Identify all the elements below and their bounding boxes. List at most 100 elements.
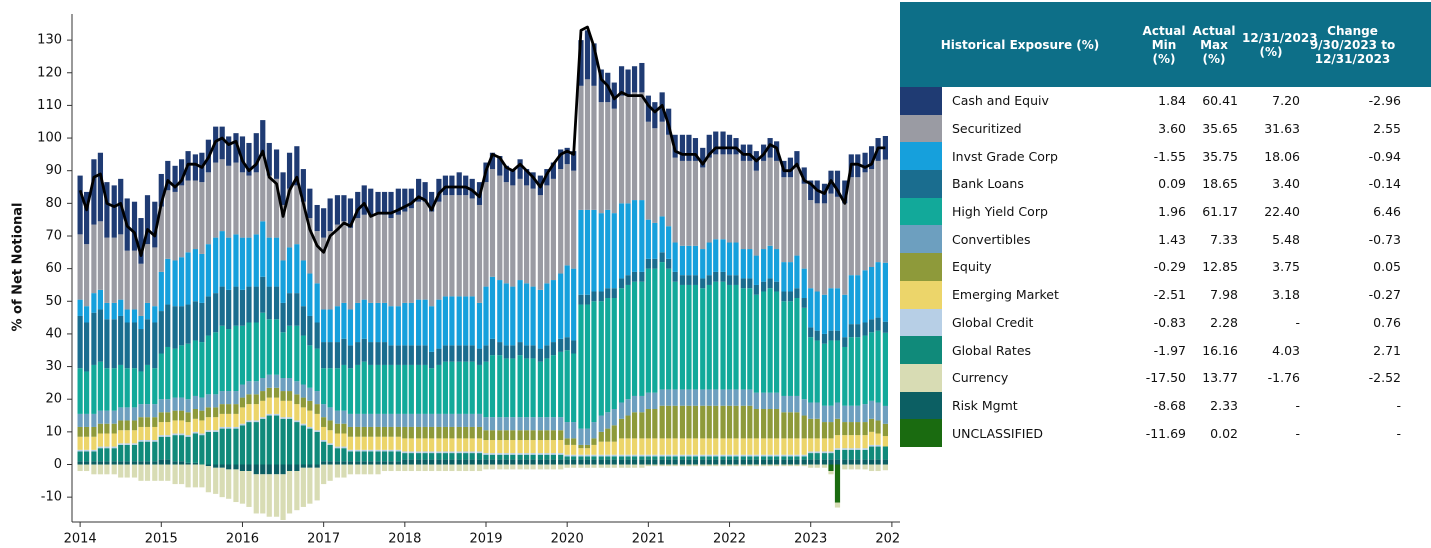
y-tick-label: 120 — [37, 65, 62, 80]
bar-segment — [381, 191, 388, 215]
bar-segment — [327, 420, 333, 431]
bar-segment — [422, 345, 428, 365]
bar-segment — [483, 453, 489, 455]
bar-segment — [558, 464, 564, 470]
bar-segment — [246, 394, 252, 405]
bar-segment — [774, 291, 780, 393]
bar-segment — [571, 340, 577, 354]
bar-segment — [422, 464, 428, 472]
bar-segment — [91, 312, 97, 365]
bar-segment — [720, 438, 726, 455]
bar-segment — [300, 169, 306, 202]
bar-segment — [442, 296, 449, 346]
bar-segment — [571, 353, 577, 423]
bar-segment — [692, 284, 699, 390]
bar-segment — [456, 459, 462, 465]
bar-segment — [834, 330, 841, 341]
value-cell: -0.73 — [1368, 231, 1401, 247]
bar-segment — [537, 348, 543, 362]
bar-segment — [334, 423, 341, 434]
bar-segment — [361, 461, 367, 465]
bar-segment — [761, 249, 767, 282]
bar-segment — [253, 474, 259, 514]
bar-segment — [503, 283, 509, 346]
bar-segment — [77, 451, 83, 462]
bar-segment — [253, 404, 259, 421]
bar-segment — [503, 464, 509, 470]
bar-segment — [375, 449, 381, 452]
bar-segment — [429, 464, 435, 472]
bar-segment — [686, 160, 692, 246]
bar-segment — [692, 456, 699, 460]
bar-segment — [801, 464, 807, 467]
bar-segment — [787, 262, 794, 292]
bar-segment — [341, 461, 347, 465]
bar-segment — [605, 454, 611, 457]
bar-segment — [286, 325, 293, 378]
x-tick-label: 2024 — [875, 532, 900, 547]
bar-segment — [591, 422, 597, 439]
bar-segment — [77, 175, 83, 235]
bar-segment — [787, 464, 794, 467]
bar-segment — [416, 364, 422, 414]
bar-segment — [226, 469, 232, 499]
swatch-cell — [900, 142, 942, 171]
bar-segment — [625, 438, 631, 455]
bar-segment — [402, 188, 408, 212]
bar-segment — [740, 249, 746, 279]
bar-segment — [868, 444, 875, 447]
bar-segment — [740, 456, 746, 460]
bar-segment — [672, 456, 678, 460]
bar-segment — [868, 464, 875, 472]
bar-segment — [814, 340, 820, 403]
bar-segment — [111, 433, 117, 447]
bar-segment — [679, 438, 686, 455]
bar-segment — [848, 337, 854, 406]
bar-segment — [814, 451, 820, 454]
bar-segment — [767, 409, 773, 439]
bar-segment — [442, 413, 449, 427]
color-swatch — [900, 280, 942, 309]
bar-segment — [645, 409, 651, 439]
bar-segment — [814, 330, 820, 341]
value-cell: 3.40 — [1272, 176, 1300, 192]
bar-segment — [530, 417, 536, 431]
bar-segment — [882, 332, 888, 406]
bar-segment — [314, 431, 320, 465]
bar-segment — [375, 436, 381, 450]
bar-segment — [449, 426, 455, 439]
bar-segment — [875, 433, 881, 445]
bar-segment — [848, 275, 854, 325]
bar-segment — [652, 456, 658, 460]
bar-segment — [205, 394, 211, 408]
bar-segment — [503, 440, 509, 454]
bar-segment — [834, 464, 841, 503]
bar-segment — [652, 102, 658, 129]
table-header: Historical Exposure (%) Actual Min (%) Act… — [900, 2, 1431, 87]
bar-segment — [84, 426, 90, 437]
bar-segment — [429, 453, 435, 460]
bar-segment — [416, 178, 422, 202]
bar-segment — [584, 294, 591, 305]
bar-segment — [794, 395, 800, 413]
row-label: Convertibles — [952, 231, 1031, 247]
bar-segment — [747, 459, 753, 465]
bar-segment — [91, 426, 97, 437]
bar-segment — [77, 299, 83, 316]
bar-segment — [476, 364, 483, 414]
bar-segment — [84, 306, 90, 323]
bar-segment — [361, 449, 367, 452]
bar-segment — [686, 454, 692, 457]
bar-segment — [361, 464, 367, 475]
bar-segment — [152, 306, 158, 323]
value-cell: 0.76 — [1373, 314, 1401, 330]
bar-segment — [497, 459, 503, 465]
bar-segment — [314, 467, 320, 501]
bar-segment — [104, 461, 110, 465]
bar-segment — [774, 249, 780, 282]
bar-segment — [226, 428, 232, 465]
bar-segment — [530, 430, 536, 441]
bar-segment — [584, 454, 591, 457]
bar-segment — [286, 188, 293, 248]
bar-segment — [550, 342, 556, 356]
